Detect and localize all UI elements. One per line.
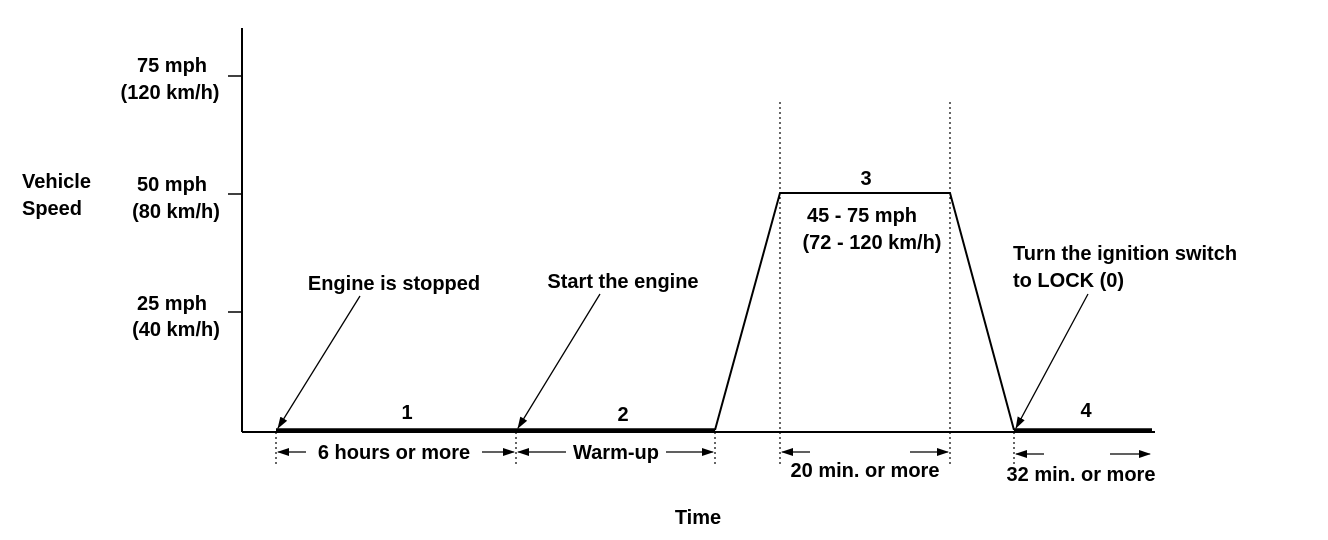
step-number-4: 4: [1080, 400, 1092, 422]
y-axis-title-line1: Vehicle: [22, 171, 91, 193]
tick-label-50-mph: 50 mph: [137, 174, 207, 196]
step-number-3: 3: [860, 168, 871, 190]
phase-3-duration: 20 min. or more: [791, 460, 940, 482]
step-number-1: 1: [401, 402, 412, 424]
phase-4-duration: 32 min. or more: [1007, 464, 1156, 486]
ignition-switch-label-line2: to LOCK (0): [1013, 270, 1124, 292]
speed-range-kmh: (72 - 120 km/h): [803, 232, 942, 254]
x-axis-title: Time: [675, 507, 721, 529]
tick-label-75-mph: 75 mph: [137, 55, 207, 77]
phase-2-duration: Warm-up: [573, 442, 659, 464]
y-axis-title-line2: Speed: [22, 198, 82, 220]
phase-1-duration: 6 hours or more: [318, 442, 470, 464]
ignition-switch-arrow: [1015, 293, 1089, 429]
start-engine-label: Start the engine: [547, 271, 698, 293]
tick-label-80-kmh: (80 km/h): [132, 201, 220, 223]
speed-range-mph: 45 - 75 mph: [807, 205, 917, 227]
phase-3-speed-profile: [714, 192, 1015, 431]
tick-label-25-mph: 25 mph: [137, 293, 207, 315]
tick-label-120-kmh: (120 km/h): [121, 82, 220, 104]
engine-stopped-label: Engine is stopped: [308, 273, 480, 295]
engine-stopped-arrow: [277, 295, 361, 429]
start-engine-arrow: [517, 293, 601, 429]
ignition-switch-label-line1: Turn the ignition switch: [1013, 243, 1237, 265]
tick-label-40-kmh: (40 km/h): [132, 319, 220, 341]
step-number-2: 2: [617, 404, 628, 426]
